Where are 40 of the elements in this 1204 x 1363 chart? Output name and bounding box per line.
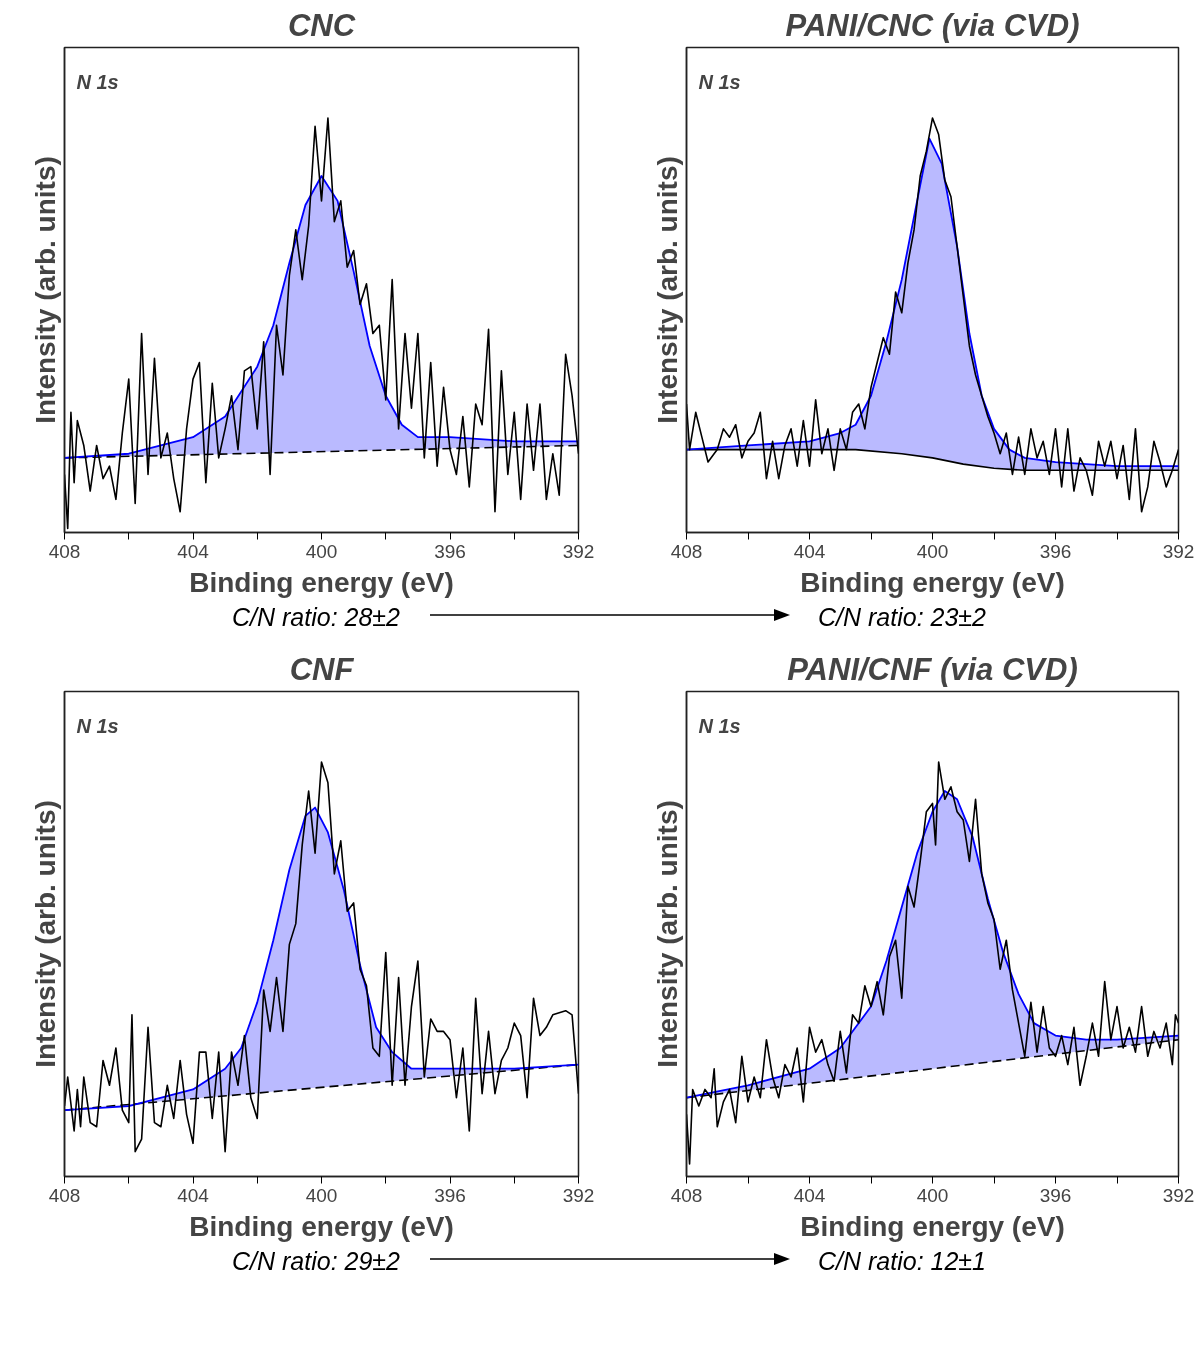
text: N 1s	[698, 70, 741, 93]
y-axis-title: Intensity (arb. units)	[651, 156, 683, 424]
x-tick-label: 404	[793, 540, 826, 562]
x-tick-label: 392	[1162, 1184, 1195, 1206]
x-tick-label: 392	[562, 540, 595, 562]
y-axis-title: Intensity (arb. units)	[29, 156, 61, 424]
y-axis-title: Intensity (arb. units)	[651, 800, 683, 1068]
x-tick-label: 400	[916, 1184, 949, 1206]
text: C/N ratio: 29±2	[231, 1246, 401, 1277]
x-tick-label: 392	[1162, 540, 1195, 562]
x-tick-label: 396	[1039, 540, 1072, 562]
x-axis-title: Binding energy (eV)	[189, 1210, 454, 1242]
text: N 1s	[76, 714, 119, 737]
x-axis-title: Binding energy (eV)	[189, 566, 454, 598]
chart-title: PANI/CNF (via CVD)	[787, 651, 1078, 687]
text: N 1s	[76, 70, 119, 93]
y-axis-title: Intensity (arb. units)	[29, 800, 61, 1068]
chart-title: PANI/CNC (via CVD)	[785, 7, 1080, 43]
x-tick-label: 392	[562, 1184, 595, 1206]
x-tick-label: 408	[48, 540, 81, 562]
x-tick-label: 400	[916, 540, 949, 562]
x-tick-label: 396	[1039, 1184, 1072, 1206]
x-tick-label: 396	[434, 540, 466, 562]
x-tick-label: 408	[48, 1184, 81, 1206]
x-tick-label: 404	[177, 1184, 210, 1206]
x-tick-label: 404	[793, 1184, 826, 1206]
text: C/N ratio: 12±1	[817, 1246, 987, 1277]
text: C/N ratio: 23±2	[817, 602, 987, 633]
text: C/N ratio: 28±2	[231, 602, 401, 633]
chart-title: CNF	[289, 651, 355, 687]
x-tick-label: 396	[434, 1184, 466, 1206]
x-tick-label: 404	[177, 540, 210, 562]
x-tick-label: 408	[670, 540, 703, 562]
x-axis-title: Binding energy (eV)	[800, 1210, 1065, 1242]
x-tick-label: 408	[670, 1184, 703, 1206]
x-tick-label: 400	[305, 540, 338, 562]
chart-title: CNC	[287, 7, 356, 43]
x-tick-label: 400	[305, 1184, 338, 1206]
text: N 1s	[698, 714, 741, 737]
x-axis-title: Binding energy (eV)	[800, 566, 1065, 598]
